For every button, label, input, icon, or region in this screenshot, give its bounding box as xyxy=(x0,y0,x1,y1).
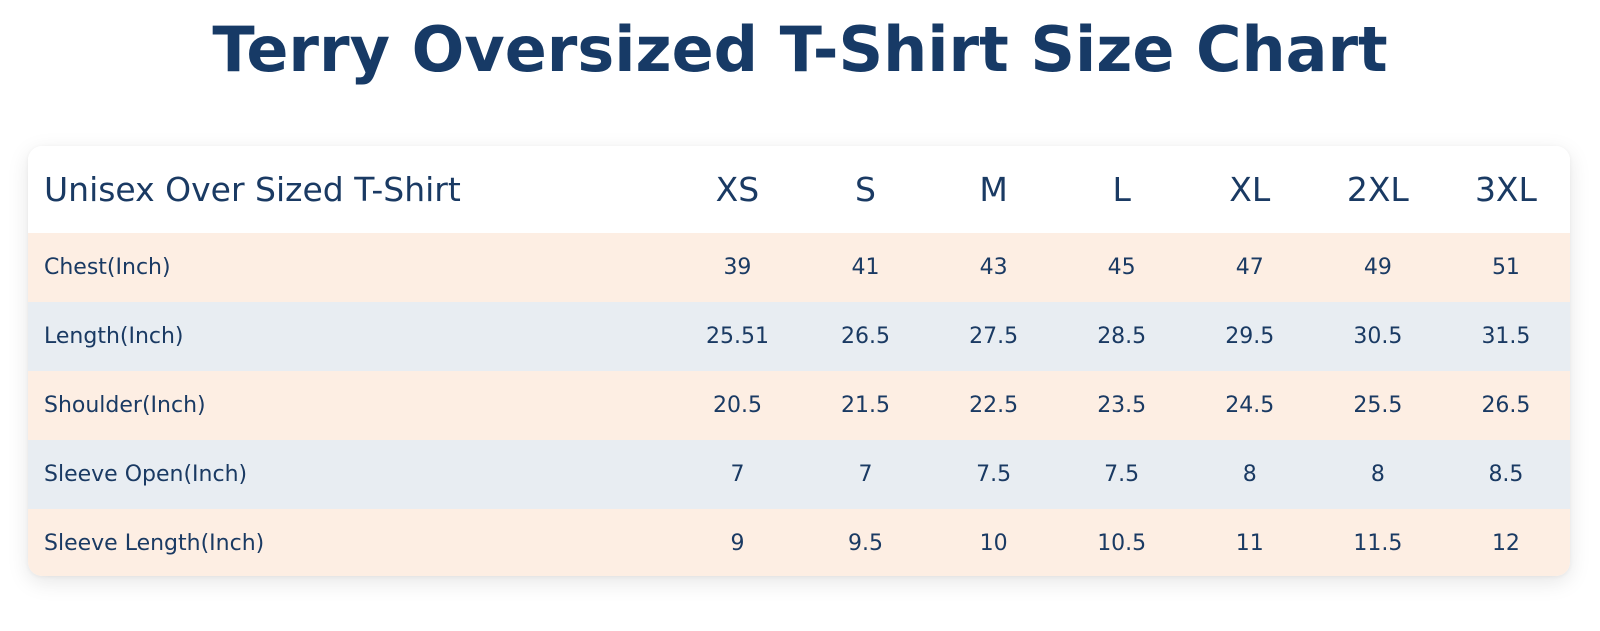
table-cell: 7.5 xyxy=(929,440,1058,509)
table-cell: 10.5 xyxy=(1057,509,1186,576)
table-row: Chest(Inch) 39 41 43 45 47 49 51 xyxy=(28,233,1570,302)
table-cell: 11.5 xyxy=(1313,509,1442,576)
row-label: Sleeve Length(Inch) xyxy=(28,509,674,576)
table-cell: 11 xyxy=(1185,509,1314,576)
table-cell: 51 xyxy=(1441,233,1570,302)
table-cell: 7 xyxy=(673,440,802,509)
table-cell: 41 xyxy=(801,233,930,302)
size-column-header: XS xyxy=(673,146,802,233)
table-cell: 25.51 xyxy=(673,302,802,371)
table-row: Shoulder(Inch) 20.5 21.5 22.5 23.5 24.5 … xyxy=(28,371,1570,440)
table-cell: 7 xyxy=(801,440,930,509)
size-column-header: M xyxy=(929,146,1058,233)
size-table: Unisex Over Sized T-Shirt XS S M L XL 2X… xyxy=(28,146,1570,576)
size-column-header: XL xyxy=(1185,146,1314,233)
table-header-label: Unisex Over Sized T-Shirt xyxy=(28,146,674,233)
row-label: Shoulder(Inch) xyxy=(28,371,674,440)
row-label: Sleeve Open(Inch) xyxy=(28,440,674,509)
table-cell: 29.5 xyxy=(1185,302,1314,371)
table-cell: 24.5 xyxy=(1185,371,1314,440)
table-cell: 39 xyxy=(673,233,802,302)
table-cell: 28.5 xyxy=(1057,302,1186,371)
table-cell: 21.5 xyxy=(801,371,930,440)
size-column-header: 2XL xyxy=(1313,146,1442,233)
table-cell: 10 xyxy=(929,509,1058,576)
table-cell: 30.5 xyxy=(1313,302,1442,371)
table-cell: 8 xyxy=(1185,440,1314,509)
size-table-card: Unisex Over Sized T-Shirt XS S M L XL 2X… xyxy=(28,146,1570,576)
table-cell: 9.5 xyxy=(801,509,930,576)
table-cell: 47 xyxy=(1185,233,1314,302)
table-cell: 26.5 xyxy=(801,302,930,371)
table-cell: 7.5 xyxy=(1057,440,1186,509)
table-cell: 9 xyxy=(673,509,802,576)
table-cell: 49 xyxy=(1313,233,1442,302)
table-cell: 25.5 xyxy=(1313,371,1442,440)
table-row: Length(Inch) 25.51 26.5 27.5 28.5 29.5 3… xyxy=(28,302,1570,371)
row-label: Length(Inch) xyxy=(28,302,674,371)
table-cell: 12 xyxy=(1441,509,1570,576)
table-cell: 22.5 xyxy=(929,371,1058,440)
table-cell: 45 xyxy=(1057,233,1186,302)
table-cell: 31.5 xyxy=(1441,302,1570,371)
table-row: Sleeve Open(Inch) 7 7 7.5 7.5 8 8 8.5 xyxy=(28,440,1570,509)
table-cell: 20.5 xyxy=(673,371,802,440)
chart-title: Terry Oversized T-Shirt Size Chart xyxy=(212,13,1388,86)
table-cell: 23.5 xyxy=(1057,371,1186,440)
table-row: Sleeve Length(Inch) 9 9.5 10 10.5 11 11.… xyxy=(28,509,1570,576)
table-cell: 26.5 xyxy=(1441,371,1570,440)
table-cell: 43 xyxy=(929,233,1058,302)
size-column-header: 3XL xyxy=(1441,146,1570,233)
table-cell: 8.5 xyxy=(1441,440,1570,509)
size-column-header: L xyxy=(1057,146,1186,233)
size-column-header: S xyxy=(801,146,930,233)
table-cell: 8 xyxy=(1313,440,1442,509)
table-header-row: Unisex Over Sized T-Shirt XS S M L XL 2X… xyxy=(28,146,1570,233)
row-label: Chest(Inch) xyxy=(28,233,674,302)
table-cell: 27.5 xyxy=(929,302,1058,371)
